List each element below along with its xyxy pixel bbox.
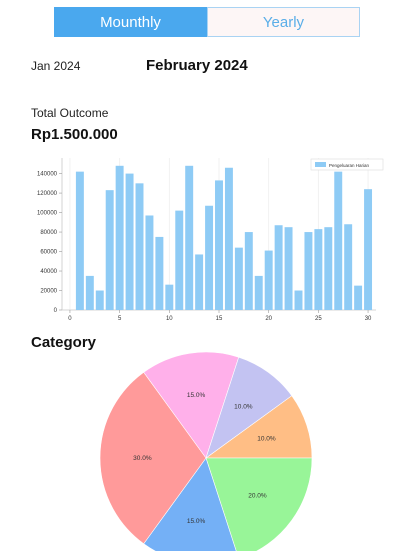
bar bbox=[224, 167, 233, 310]
bar bbox=[304, 232, 313, 310]
legend-box bbox=[310, 158, 384, 171]
bar bbox=[344, 224, 353, 310]
y-tick-label: 140000 bbox=[37, 172, 58, 178]
pie-slice bbox=[143, 457, 237, 551]
bar bbox=[215, 180, 223, 310]
pie-slice-label: 20.0% bbox=[248, 492, 267, 499]
bar bbox=[314, 229, 323, 310]
bar bbox=[85, 275, 94, 310]
tab-monthly[interactable]: Mounthly bbox=[54, 7, 207, 37]
bar bbox=[125, 173, 134, 310]
x-tick-label: 15 bbox=[216, 316, 223, 322]
x-tick-label: 10 bbox=[166, 316, 173, 322]
bar bbox=[294, 290, 303, 310]
legend-swatch bbox=[315, 162, 326, 167]
bar bbox=[264, 250, 273, 310]
bar bbox=[274, 225, 283, 310]
period-toggle: Mounthly Yearly bbox=[54, 7, 360, 37]
bar bbox=[234, 247, 243, 310]
bar bbox=[165, 284, 174, 310]
pie-slice-label: 30.0% bbox=[133, 455, 152, 462]
legend-label: Pengeluaran Harian bbox=[329, 163, 370, 168]
category-title: Category bbox=[31, 334, 97, 351]
pie-slice-label: 15.0% bbox=[187, 518, 206, 525]
pie-slice-label: 15.0% bbox=[187, 392, 206, 399]
x-tick-label: 20 bbox=[265, 316, 272, 322]
bar bbox=[75, 171, 84, 310]
total-outcome-value: Rp1.500.000 bbox=[31, 126, 118, 143]
pie-slice bbox=[143, 352, 240, 459]
bar bbox=[95, 290, 104, 310]
y-tick-label: 100000 bbox=[37, 211, 58, 217]
bar bbox=[205, 205, 214, 310]
bar bbox=[105, 190, 114, 310]
bar bbox=[254, 275, 263, 310]
x-tick-label: 25 bbox=[315, 316, 322, 322]
chart-legend: Pengeluaran Harian bbox=[310, 158, 384, 171]
bar bbox=[145, 215, 154, 310]
bar bbox=[155, 236, 164, 310]
x-tick-label: 5 bbox=[118, 316, 122, 322]
previous-month-link[interactable]: Jan 2024 bbox=[31, 59, 81, 73]
y-tick-label: 40000 bbox=[40, 269, 57, 275]
bar bbox=[175, 210, 184, 310]
total-outcome-label: Total Outcome bbox=[31, 106, 109, 120]
y-tick-label: 20000 bbox=[40, 289, 57, 295]
bar bbox=[244, 232, 253, 310]
daily-outcome-bar-chart: 0 20000 40000 60000 80000 100000 120000 140000 0… bbox=[37, 158, 384, 322]
category-pie-chart: 10.0% 20.0% 15.0% 30.0% 15.0% 10.0% bbox=[99, 352, 313, 551]
pie-slice bbox=[205, 356, 293, 459]
pie-slice-label: 10.0% bbox=[257, 435, 276, 442]
tab-yearly[interactable]: Yearly bbox=[207, 7, 360, 37]
y-tick-label: 0 bbox=[54, 308, 58, 314]
bar bbox=[324, 227, 333, 310]
bar bbox=[115, 165, 124, 310]
x-tick-label: 30 bbox=[365, 316, 372, 322]
bar bbox=[185, 165, 194, 310]
y-tick-label: 60000 bbox=[40, 250, 57, 256]
current-month-title: February 2024 bbox=[146, 57, 248, 74]
pie-slice bbox=[99, 371, 207, 545]
pie-slice bbox=[205, 457, 313, 551]
bar bbox=[195, 254, 204, 310]
bar bbox=[135, 183, 144, 310]
y-tick-label: 80000 bbox=[40, 230, 57, 236]
bar bbox=[334, 171, 343, 310]
bar bbox=[284, 227, 293, 310]
bar bbox=[354, 285, 363, 310]
pie-slice-label: 10.0% bbox=[234, 404, 253, 411]
y-tick-label: 120000 bbox=[37, 191, 58, 197]
bar bbox=[364, 189, 373, 310]
x-tick-label: 0 bbox=[68, 316, 72, 322]
